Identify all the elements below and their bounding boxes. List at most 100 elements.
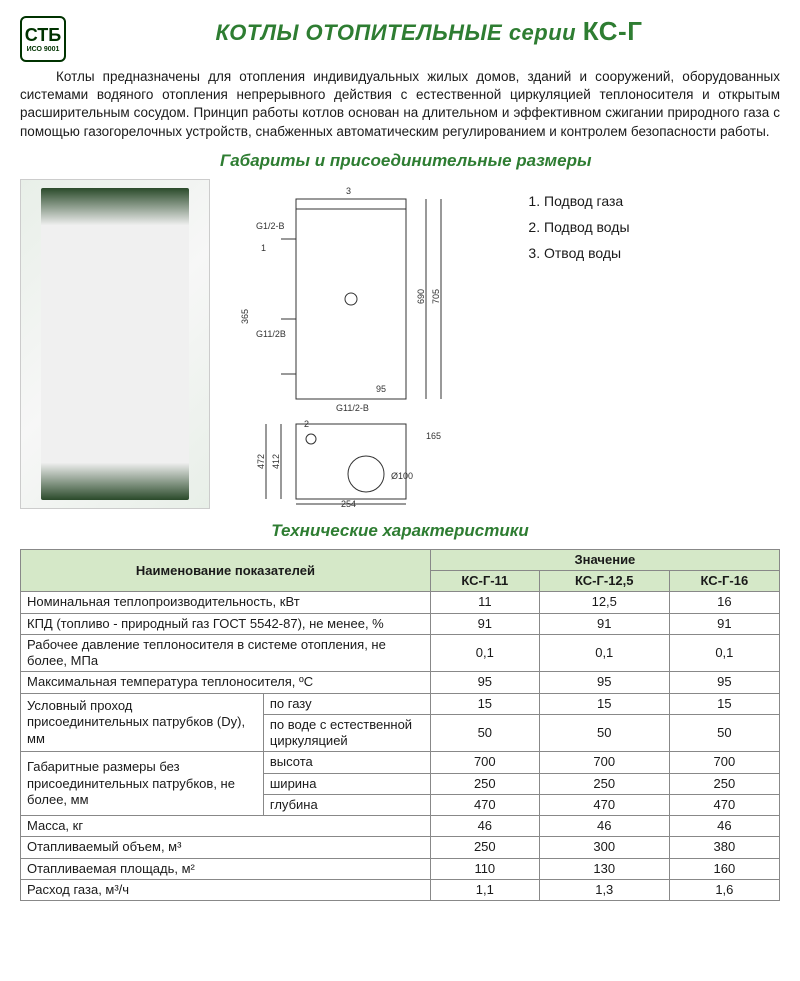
mid-section: 3 G1/2-В 1 365 G11/2В 690 705 95 G11/2-В… <box>20 179 780 509</box>
table-row: Расход газа, м³/ч1,11,31,6 <box>21 879 780 900</box>
spec-value: 95 <box>669 672 779 693</box>
spec-value: 15 <box>430 693 539 714</box>
spec-value: 110 <box>430 858 539 879</box>
legend-item: Подвод воды <box>544 219 780 235</box>
table-row: Масса, кг464646 <box>21 816 780 837</box>
spec-name: Максимальная температура теплоносителя, … <box>21 672 431 693</box>
title-pre: КОТЛЫ ОТОПИТЕЛЬНЫЕ серии <box>216 20 577 45</box>
spec-value: 95 <box>430 672 539 693</box>
table-row: Отапливаемый объем, м³250300380 <box>21 837 780 858</box>
legend-item: Отвод воды <box>544 245 780 261</box>
spec-name: Отапливаемый объем, м³ <box>21 837 431 858</box>
intro-paragraph: Котлы предназначены для отопления индиви… <box>20 68 780 141</box>
th-name: Наименование показателей <box>21 549 431 592</box>
spec-sublabel: по воде с естественной циркуляцией <box>263 714 430 752</box>
spec-sublabel: по газу <box>263 693 430 714</box>
spec-value: 250 <box>430 773 539 794</box>
spec-value: 470 <box>539 794 669 815</box>
svg-text:365: 365 <box>240 309 250 324</box>
svg-text:G1/2-В: G1/2-В <box>256 221 285 231</box>
spec-value: 50 <box>539 714 669 752</box>
spec-value: 700 <box>430 752 539 773</box>
svg-text:95: 95 <box>376 384 386 394</box>
svg-text:Ø100: Ø100 <box>391 471 413 481</box>
specs-table: Наименование показателей Значение КС-Г-1… <box>20 549 780 901</box>
title-series: КС-Г <box>583 16 643 46</box>
technical-drawing: 3 G1/2-В 1 365 G11/2В 690 705 95 G11/2-В… <box>226 179 506 509</box>
spec-value: 700 <box>539 752 669 773</box>
spec-name: Условный проход присоединительных патруб… <box>21 693 264 752</box>
spec-name: Отапливаемая площадь, м² <box>21 858 431 879</box>
svg-text:705: 705 <box>431 289 441 304</box>
logo-sub: ИСО 9001 <box>27 46 60 53</box>
spec-value: 1,3 <box>539 879 669 900</box>
legend-item: Подвод газа <box>544 193 780 209</box>
svg-text:3: 3 <box>346 186 351 196</box>
spec-value: 250 <box>669 773 779 794</box>
spec-value: 380 <box>669 837 779 858</box>
spec-sublabel: высота <box>263 752 430 773</box>
spec-value: 95 <box>539 672 669 693</box>
th-values: Значение <box>430 549 779 570</box>
spec-value: 250 <box>430 837 539 858</box>
spec-value: 16 <box>669 592 779 613</box>
table-row: Условный проход присоединительных патруб… <box>21 693 780 714</box>
spec-name: КПД (топливо - природный газ ГОСТ 5542-8… <box>21 613 431 634</box>
spec-value: 11 <box>430 592 539 613</box>
product-photo <box>20 179 210 509</box>
spec-value: 700 <box>669 752 779 773</box>
table-row: КПД (топливо - природный газ ГОСТ 5542-8… <box>21 613 780 634</box>
svg-text:1: 1 <box>261 243 266 253</box>
svg-text:G11/2В: G11/2В <box>256 329 286 339</box>
svg-text:472: 472 <box>256 454 266 469</box>
table-row: Максимальная температура теплоносителя, … <box>21 672 780 693</box>
spec-value: 12,5 <box>539 592 669 613</box>
spec-name: Номинальная теплопроизводительность, кВт <box>21 592 431 613</box>
spec-value: 130 <box>539 858 669 879</box>
page-title: КОТЛЫ ОТОПИТЕЛЬНЫЕ серии КС-Г <box>78 16 780 47</box>
spec-name: Габаритные размеры без присоединительных… <box>21 752 264 816</box>
svg-text:2: 2 <box>304 419 309 429</box>
svg-text:165: 165 <box>426 431 441 441</box>
spec-value: 50 <box>669 714 779 752</box>
table-row: Рабочее давление теплоносителя в системе… <box>21 634 780 672</box>
spec-value: 46 <box>430 816 539 837</box>
spec-sublabel: ширина <box>263 773 430 794</box>
tech-heading: Технические характеристики <box>20 521 780 541</box>
dimensions-legend: Подвод газа Подвод воды Отвод воды <box>522 179 780 271</box>
th-model: КС-Г-11 <box>430 571 539 592</box>
spec-name: Расход газа, м³/ч <box>21 879 431 900</box>
spec-value: 91 <box>430 613 539 634</box>
table-row: Отапливаемая площадь, м²110130160 <box>21 858 780 879</box>
spec-value: 300 <box>539 837 669 858</box>
spec-value: 1,1 <box>430 879 539 900</box>
table-row: Габаритные размеры без присоединительных… <box>21 752 780 773</box>
spec-value: 0,1 <box>669 634 779 672</box>
header: СТБ ИСО 9001 КОТЛЫ ОТОПИТЕЛЬНЫЕ серии КС… <box>20 16 780 62</box>
cert-logo: СТБ ИСО 9001 <box>20 16 66 62</box>
spec-value: 0,1 <box>539 634 669 672</box>
spec-value: 160 <box>669 858 779 879</box>
svg-text:G11/2-В: G11/2-В <box>336 403 369 413</box>
svg-text:412: 412 <box>271 454 281 469</box>
spec-value: 46 <box>539 816 669 837</box>
spec-value: 15 <box>539 693 669 714</box>
spec-value: 50 <box>430 714 539 752</box>
svg-text:254: 254 <box>341 499 356 509</box>
spec-value: 470 <box>430 794 539 815</box>
spec-sublabel: глубина <box>263 794 430 815</box>
spec-value: 91 <box>539 613 669 634</box>
spec-value: 46 <box>669 816 779 837</box>
spec-value: 0,1 <box>430 634 539 672</box>
logo-mark: СТБ <box>25 26 61 44</box>
th-model: КС-Г-12,5 <box>539 571 669 592</box>
spec-name: Масса, кг <box>21 816 431 837</box>
svg-text:690: 690 <box>416 289 426 304</box>
spec-value: 1,6 <box>669 879 779 900</box>
spec-value: 91 <box>669 613 779 634</box>
table-row: Номинальная теплопроизводительность, кВт… <box>21 592 780 613</box>
spec-name: Рабочее давление теплоносителя в системе… <box>21 634 431 672</box>
spec-value: 15 <box>669 693 779 714</box>
spec-value: 250 <box>539 773 669 794</box>
dimensions-heading: Габариты и присоединительные размеры <box>220 151 780 171</box>
